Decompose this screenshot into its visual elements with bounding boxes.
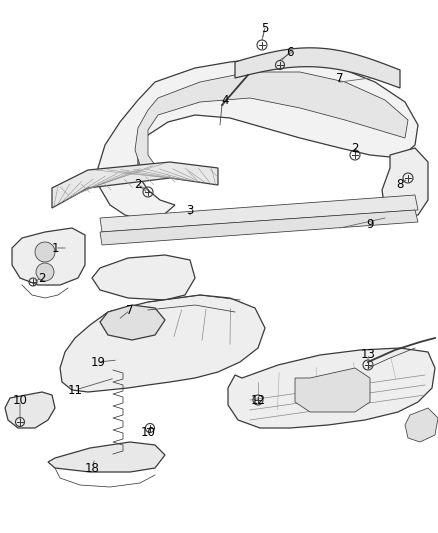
Text: 10: 10: [13, 393, 28, 407]
Text: 10: 10: [141, 425, 155, 439]
Circle shape: [36, 263, 54, 281]
Polygon shape: [12, 228, 85, 285]
Polygon shape: [235, 48, 400, 88]
Text: 1: 1: [51, 241, 59, 254]
Polygon shape: [100, 210, 418, 245]
Text: 3: 3: [186, 204, 194, 216]
Text: 12: 12: [251, 393, 265, 407]
Text: 5: 5: [261, 21, 268, 35]
Polygon shape: [5, 392, 55, 428]
Polygon shape: [98, 58, 418, 220]
Text: 18: 18: [85, 462, 99, 474]
Polygon shape: [100, 195, 418, 232]
Polygon shape: [405, 408, 438, 442]
Text: 19: 19: [91, 356, 106, 368]
Text: 9: 9: [366, 219, 374, 231]
Text: 2: 2: [351, 141, 359, 155]
Polygon shape: [92, 255, 195, 300]
Text: 13: 13: [360, 349, 375, 361]
Polygon shape: [135, 72, 408, 172]
Text: 6: 6: [286, 45, 294, 59]
Polygon shape: [48, 442, 165, 472]
Text: 4: 4: [221, 93, 229, 107]
Text: 7: 7: [126, 303, 134, 317]
Text: 8: 8: [396, 179, 404, 191]
Polygon shape: [52, 162, 218, 208]
Polygon shape: [382, 148, 428, 218]
Text: 2: 2: [38, 271, 46, 285]
Circle shape: [35, 242, 55, 262]
Text: 2: 2: [134, 179, 142, 191]
Polygon shape: [60, 295, 265, 392]
Polygon shape: [295, 368, 370, 412]
Polygon shape: [100, 305, 165, 340]
Polygon shape: [228, 348, 435, 428]
Text: 7: 7: [336, 71, 344, 85]
Text: 11: 11: [67, 384, 82, 397]
